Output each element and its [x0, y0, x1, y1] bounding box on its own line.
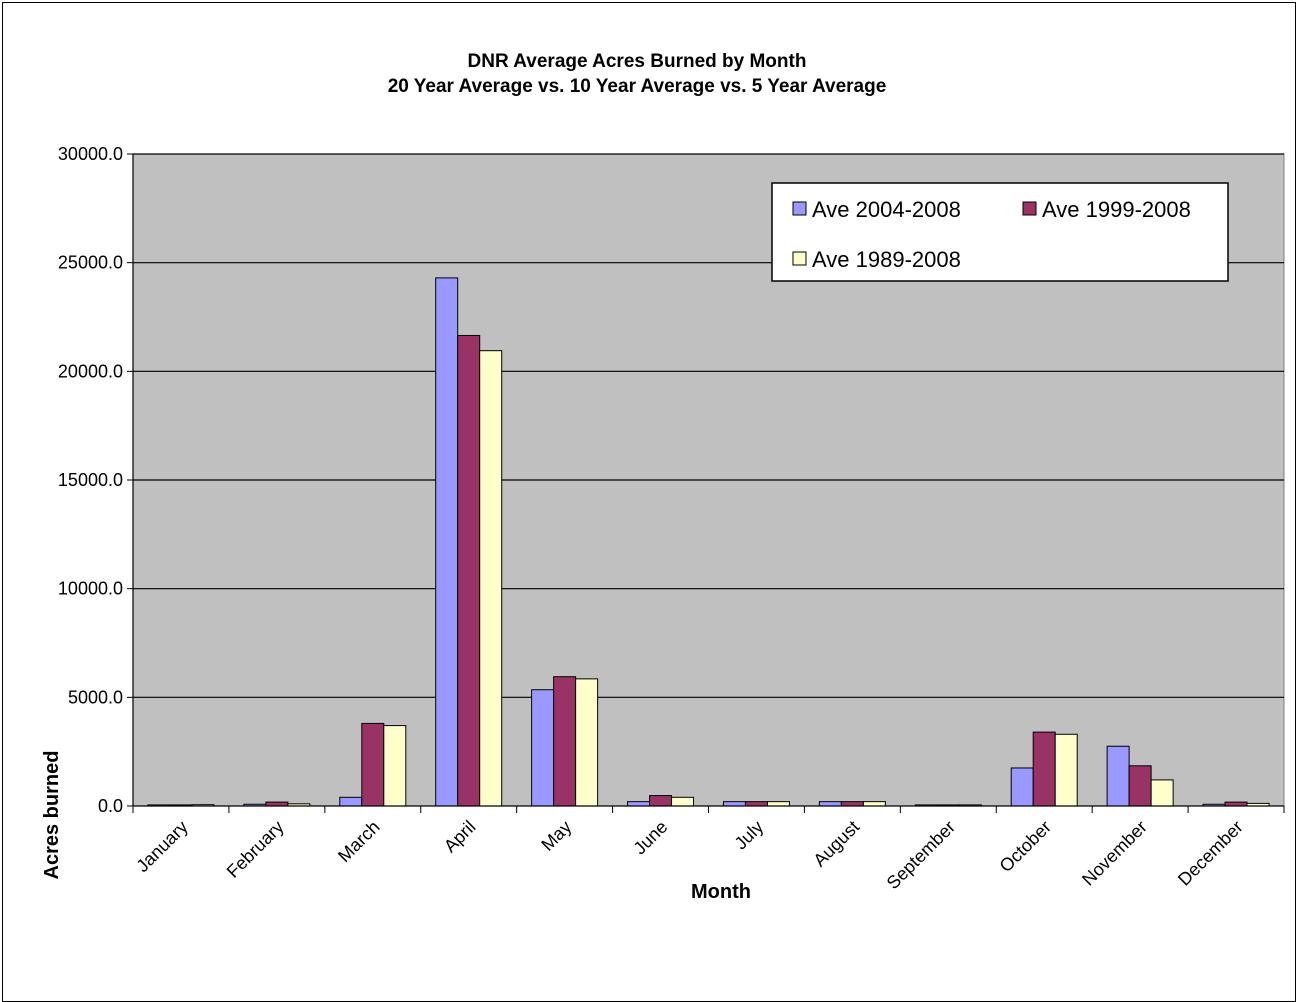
bar-march-series-2 — [361, 722, 385, 807]
bar-april-series-3 — [479, 350, 503, 807]
y-tick-label: 20000.0 — [58, 361, 123, 381]
bar-april-series-1 — [435, 277, 459, 807]
axes — [127, 153, 1285, 813]
legend-swatch-ave-2004-2008 — [792, 201, 807, 216]
x-tick-label-december: December — [1174, 817, 1247, 890]
x-tick-label-june: June — [630, 817, 672, 859]
x-tick-label-february: February — [223, 817, 288, 882]
bar-may-series-2 — [553, 676, 577, 807]
legend-label-ave-2004-2008: Ave 2004-2008 — [812, 197, 961, 222]
y-tick-label: 10000.0 — [58, 579, 123, 599]
bar-july-series-1 — [722, 801, 746, 807]
bar-november-series-3 — [1150, 779, 1174, 807]
legend-swatch-ave-1989-2008 — [792, 251, 807, 266]
y-tick-label: 30000.0 — [58, 144, 123, 164]
bar-march-series-1 — [339, 796, 363, 807]
legend-label-ave-1999-2008: Ave 1999-2008 — [1042, 197, 1191, 222]
x-tick-label-april: April — [440, 817, 480, 857]
bar-july-series-2 — [744, 801, 768, 807]
x-axis-label: Month — [691, 881, 751, 903]
bar-may-series-1 — [531, 689, 555, 807]
bar-october-series-2 — [1032, 731, 1056, 807]
bar-june-series-2 — [649, 795, 673, 807]
y-tick-labels: 0.0 5000.0 10000.0 15000.0 20000.0 25000.0 300… — [58, 144, 123, 816]
bar-november-series-1 — [1106, 745, 1130, 807]
bars — [147, 277, 1270, 807]
bar-november-series-2 — [1128, 765, 1152, 807]
bar-june-series-1 — [627, 801, 651, 807]
y-tick-label: 15000.0 — [58, 470, 123, 490]
chart-subtitle: 20 Year Average vs. 10 Year Average vs. … — [388, 76, 887, 97]
x-tick-label-march: March — [334, 817, 384, 867]
bar-july-series-3 — [766, 801, 790, 807]
legend: Ave 2004-2008 Ave 1999-2008 Ave 1989-200… — [771, 182, 1229, 282]
bar-june-series-3 — [671, 796, 695, 807]
x-tick-label-august: August — [809, 817, 863, 871]
legend-label-ave-1989-2008: Ave 1989-2008 — [812, 247, 961, 272]
y-tick-label: 5000.0 — [68, 687, 123, 707]
bar-may-series-3 — [575, 678, 599, 807]
bar-august-series-3 — [862, 801, 886, 807]
bar-april-series-2 — [457, 334, 481, 807]
x-tick-label-january: January — [132, 817, 191, 876]
x-tick-labels: January February March April May June July Augu… — [132, 817, 1247, 893]
x-tick-label-september: September — [883, 817, 959, 893]
x-tick-label-july: July — [731, 817, 768, 854]
bar-august-series-2 — [840, 801, 864, 807]
x-tick-label-november: November — [1078, 817, 1151, 890]
bar-october-series-1 — [1010, 767, 1034, 807]
legend-swatch-ave-1999-2008 — [1022, 201, 1037, 216]
chart-title: DNR Average Acres Burned by Month — [468, 51, 807, 72]
x-tick-label-may: May — [537, 817, 575, 855]
y-tick-label: 25000.0 — [58, 253, 123, 273]
y-axis-label: Acres burned — [41, 751, 63, 880]
legend-box — [771, 182, 1229, 282]
x-tick-label-october: October — [996, 817, 1055, 876]
bar-october-series-3 — [1054, 733, 1078, 807]
bar-august-series-1 — [818, 801, 842, 807]
y-tick-label: 0.0 — [98, 796, 123, 816]
bar-march-series-3 — [383, 725, 407, 807]
